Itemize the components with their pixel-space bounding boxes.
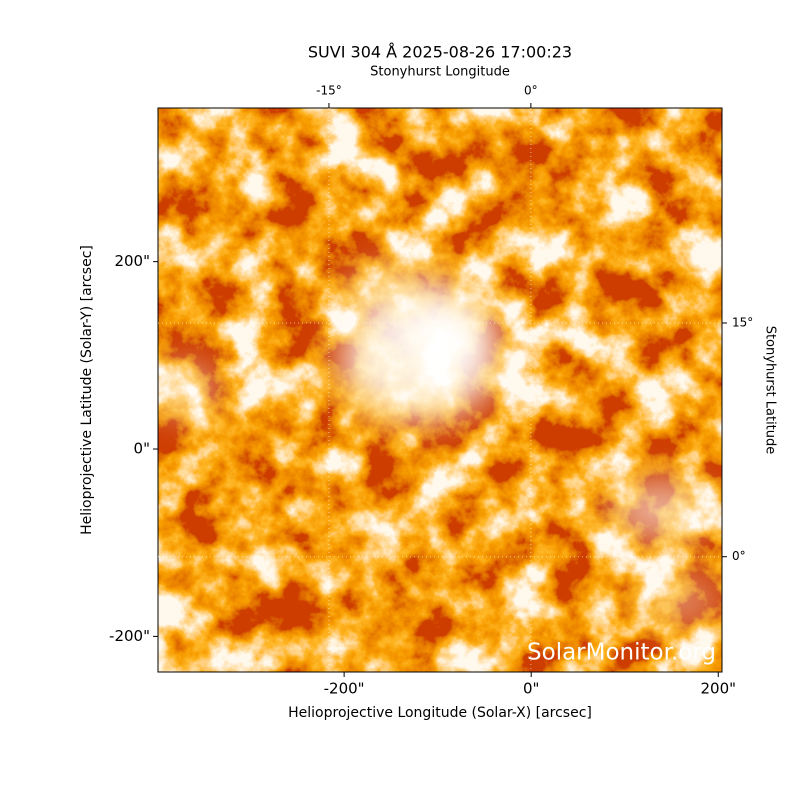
y2-tick-label: 0° <box>732 549 746 563</box>
x2-tick-label: 0° <box>524 84 538 98</box>
x-tick-label: -200" <box>324 680 365 698</box>
y2-axis-label: Stonyhurst Latitude <box>763 326 778 455</box>
x-tick-label: 200" <box>700 680 736 698</box>
x-axis-label: Helioprojective Longitude (Solar-X) [arc… <box>288 705 592 721</box>
x2-axis-label: Stonyhurst Longitude <box>370 65 510 80</box>
y-tick-label: 0" <box>134 440 150 458</box>
y-tick-label: -200" <box>109 627 150 645</box>
watermark: SolarMonitor.org <box>527 640 716 666</box>
y-axis-label: Helioprojective Latitude (Solar-Y) [arcs… <box>79 245 95 535</box>
solar-image <box>158 108 722 672</box>
x2-tick-label: -15° <box>316 84 342 98</box>
y2-tick-label: 15° <box>732 316 753 330</box>
plot-frame <box>157 107 723 673</box>
x-tick-label: 0" <box>523 680 539 698</box>
y-tick-label: 200" <box>114 252 150 270</box>
chart-title: SUVI 304 Å 2025-08-26 17:00:23 <box>308 43 572 62</box>
